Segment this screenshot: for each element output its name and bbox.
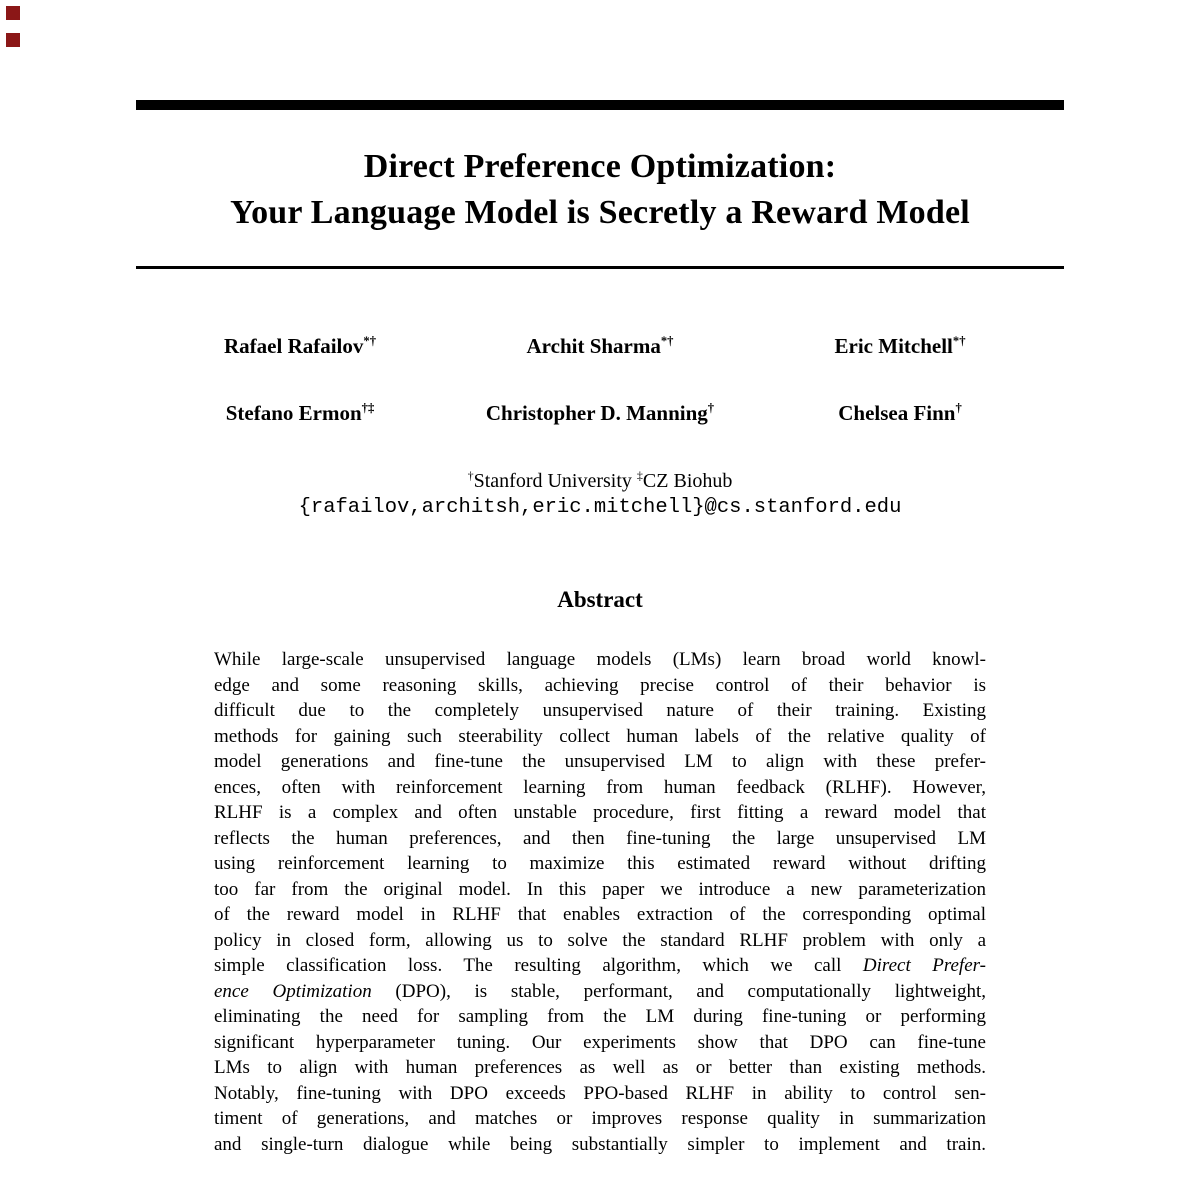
affiliation-org: Stanford University: [473, 470, 632, 492]
abstract-line: LMs to align with human preferences as w…: [214, 1057, 986, 1078]
abstract-line: ence Optimization (DPO), is stable, perf…: [214, 980, 987, 1002]
red-square-marker: [6, 33, 20, 47]
abstract-body: While large-scale unsupervised language …: [214, 647, 986, 1157]
abstract-heading: Abstract: [557, 587, 643, 612]
author-affiliation-mark: *†: [952, 334, 966, 348]
double-dagger-symbol: ‡: [636, 468, 643, 483]
author-affiliation-mark: †: [707, 401, 715, 415]
author: Eric Mitchell*†: [750, 333, 1050, 359]
author-name: Christopher D. Manning: [485, 401, 708, 425]
abstract-line: timent of generations, and matches or im…: [214, 1108, 986, 1129]
paper-title: Direct Preference Optimization: Your Lan…: [136, 144, 1064, 236]
abstract-line: significant hyperparameter tuning. Our e…: [214, 1031, 986, 1053]
author-block: Rafael Rafailov*† Archit Sharma*† Eric M…: [150, 333, 1050, 426]
abstract-line: eliminating the need for sampling from t…: [214, 1006, 986, 1027]
abstract-line: difficult due to the completely unsuperv…: [214, 700, 986, 721]
affiliation-org: CZ Biohub: [642, 470, 733, 492]
abstract-line: and single-turn dialogue while being sub…: [214, 1133, 986, 1155]
paper-page: Direct Preference Optimization: Your Lan…: [136, 0, 1064, 1157]
author-name: Stefano Ermon: [225, 401, 362, 425]
abstract-line: policy in closed form, allowing us to so…: [214, 929, 986, 951]
author: Chelsea Finn†: [750, 400, 1050, 426]
author-affiliation-mark: †: [955, 401, 962, 415]
author-affiliation-mark: *†: [660, 334, 674, 348]
red-square-marker: [6, 6, 20, 20]
abstract-line: ences, often with reinforcement learning…: [214, 776, 986, 798]
abstract-line: of the reward model in RLHF that enables…: [214, 904, 986, 925]
top-rule: [136, 100, 1064, 110]
paper-title-line1: Direct Preference Optimization:: [363, 148, 837, 185]
abstract-line: too far from the original model. In this…: [214, 878, 986, 900]
title-rule: [136, 266, 1064, 269]
abstract-line: methods for gaining such steerability co…: [214, 725, 986, 747]
abstract-line: simple classification loss. The resultin…: [214, 955, 986, 976]
author: Stefano Ermon†‡: [150, 400, 450, 426]
dagger-symbol: †: [467, 468, 474, 483]
contact-email: {rafailov,architsh,eric.mitchell}@cs.sta…: [298, 496, 902, 519]
abstract-line: model generations and fine-tune the unsu…: [214, 751, 986, 772]
author: Christopher D. Manning†: [450, 400, 750, 426]
abstract-line: Notably, fine-tuning with DPO exceeds PP…: [214, 1082, 986, 1104]
author-name: Chelsea Finn: [838, 401, 956, 425]
author-name: Rafael Rafailov: [224, 334, 364, 358]
abstract-line: While large-scale unsupervised language …: [214, 649, 986, 670]
paper-title-line2: Your Language Model is Secretly a Reward…: [230, 194, 970, 231]
author: Archit Sharma*†: [450, 333, 750, 359]
author-name: Eric Mitchell: [834, 334, 953, 358]
author-affiliation-mark: †‡: [361, 401, 375, 415]
affiliation-line: †Stanford University ‡CZ Biohub: [136, 468, 1064, 494]
abstract-line: using reinforcement learning to maximize…: [214, 853, 986, 874]
abstract-line: edge and some reasoning skills, achievin…: [214, 674, 986, 696]
abstract-line: RLHF is a complex and often unstable pro…: [214, 802, 986, 823]
author-affiliation-mark: *†: [363, 334, 376, 348]
author-name: Archit Sharma: [526, 334, 661, 358]
abstract-line: reflects the human preferences, and then…: [214, 827, 986, 849]
author: Rafael Rafailov*†: [150, 333, 450, 359]
